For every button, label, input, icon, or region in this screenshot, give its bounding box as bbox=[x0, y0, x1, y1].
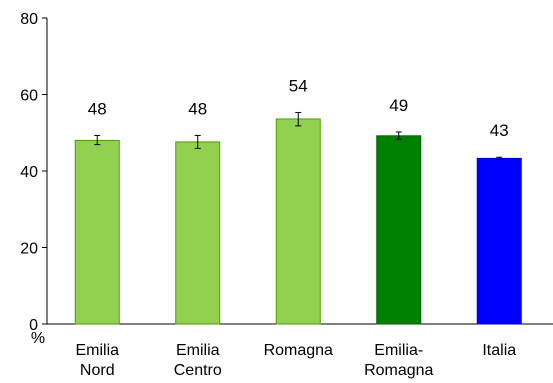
data-label: 54 bbox=[289, 76, 308, 95]
y-tick-label: 80 bbox=[20, 11, 38, 28]
data-label: 49 bbox=[389, 96, 408, 115]
bar bbox=[376, 135, 422, 325]
category-label: Emilia- bbox=[374, 342, 423, 359]
y-tick-label: 60 bbox=[20, 88, 38, 105]
category-label: Romagna bbox=[364, 362, 433, 379]
bars bbox=[74, 111, 522, 325]
data-label: 48 bbox=[188, 99, 207, 118]
y-tick-label: 20 bbox=[20, 241, 38, 258]
data-label: 48 bbox=[88, 99, 107, 118]
y-tick-label: 40 bbox=[20, 164, 38, 181]
bar bbox=[476, 157, 522, 325]
category-label: Italia bbox=[482, 342, 516, 359]
bar bbox=[74, 139, 120, 325]
category-label: Romagna bbox=[264, 342, 333, 359]
labels: 0 20 40 60 80% 48 Emilia Nord 48 Emilia Centro 54 Ro… bbox=[20, 11, 516, 379]
bar bbox=[175, 141, 221, 325]
category-label: Emilia bbox=[176, 342, 220, 359]
category-label: Centro bbox=[174, 362, 222, 379]
category-label: Nord bbox=[80, 362, 115, 379]
y-axis-unit-label: % bbox=[31, 330, 45, 347]
data-label: 43 bbox=[490, 121, 509, 140]
y-tick-label: 0 bbox=[29, 317, 38, 334]
category-label: Emilia bbox=[75, 342, 119, 359]
bar bbox=[275, 118, 321, 325]
